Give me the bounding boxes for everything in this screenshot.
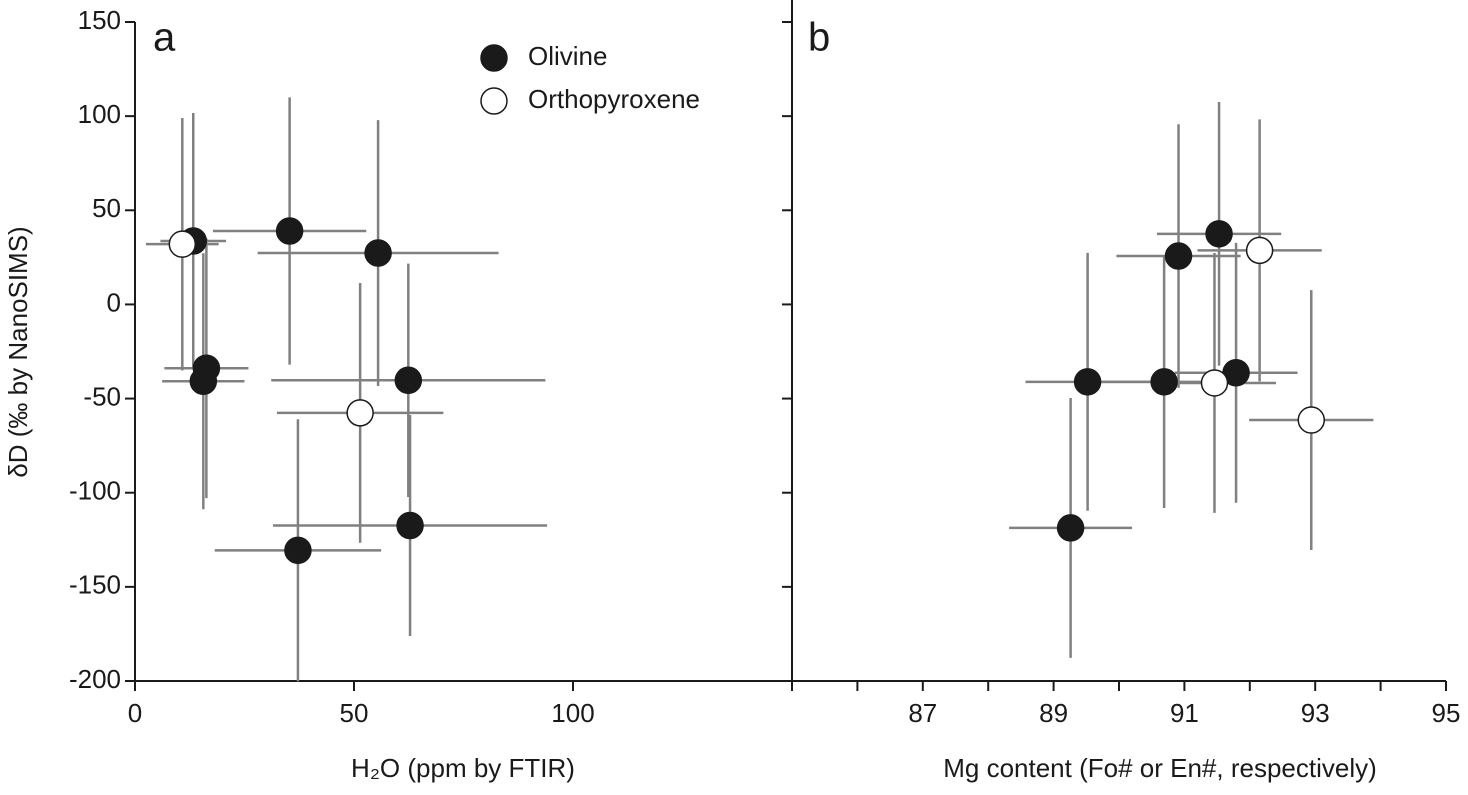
x-tick-label: 100 <box>551 698 594 728</box>
point <box>1205 220 1233 248</box>
point <box>1150 368 1178 396</box>
point <box>394 366 423 395</box>
x-tick-label: 50 <box>340 698 369 728</box>
point <box>1245 236 1274 265</box>
x-tick-label: 0 <box>128 698 142 728</box>
x-axis-label: Mg content (Fo# or En#, respectively) <box>943 753 1377 783</box>
point <box>284 536 312 565</box>
y-tick-label: -100 <box>69 476 121 506</box>
point <box>1200 369 1229 397</box>
y-tick-label: 0 <box>107 287 121 317</box>
y-tick-label: 150 <box>78 5 121 35</box>
legend-label: Olivine <box>528 41 607 71</box>
point <box>396 511 424 540</box>
y-axis-label: δD (‰ by NanoSIMS) <box>3 226 33 477</box>
point <box>275 217 304 245</box>
x-axis-label: H₂O (ppm by FTIR) <box>351 753 575 783</box>
point <box>1164 242 1193 270</box>
panel-label: a <box>153 16 176 60</box>
legend-marker <box>480 44 508 72</box>
x-tick-label: 91 <box>1170 698 1199 728</box>
point <box>1073 368 1102 396</box>
point <box>168 230 197 258</box>
point <box>1297 406 1326 434</box>
legend-label: Orthopyroxene <box>528 84 700 114</box>
x-tick-label: 93 <box>1301 698 1330 728</box>
point <box>364 239 392 267</box>
x-tick-label: 89 <box>1039 698 1068 728</box>
y-tick-label: -200 <box>69 664 121 694</box>
x-tick-label: 95 <box>1432 698 1461 728</box>
point <box>346 399 374 427</box>
point <box>1056 514 1085 542</box>
y-tick-label: 50 <box>92 193 121 223</box>
y-tick-label: -150 <box>69 570 121 600</box>
point <box>189 367 218 395</box>
legend-marker <box>480 87 508 115</box>
panel-label: b <box>808 16 830 60</box>
x-tick-label: 87 <box>908 698 937 728</box>
y-tick-label: -50 <box>83 381 121 411</box>
y-tick-label: 100 <box>78 99 121 129</box>
